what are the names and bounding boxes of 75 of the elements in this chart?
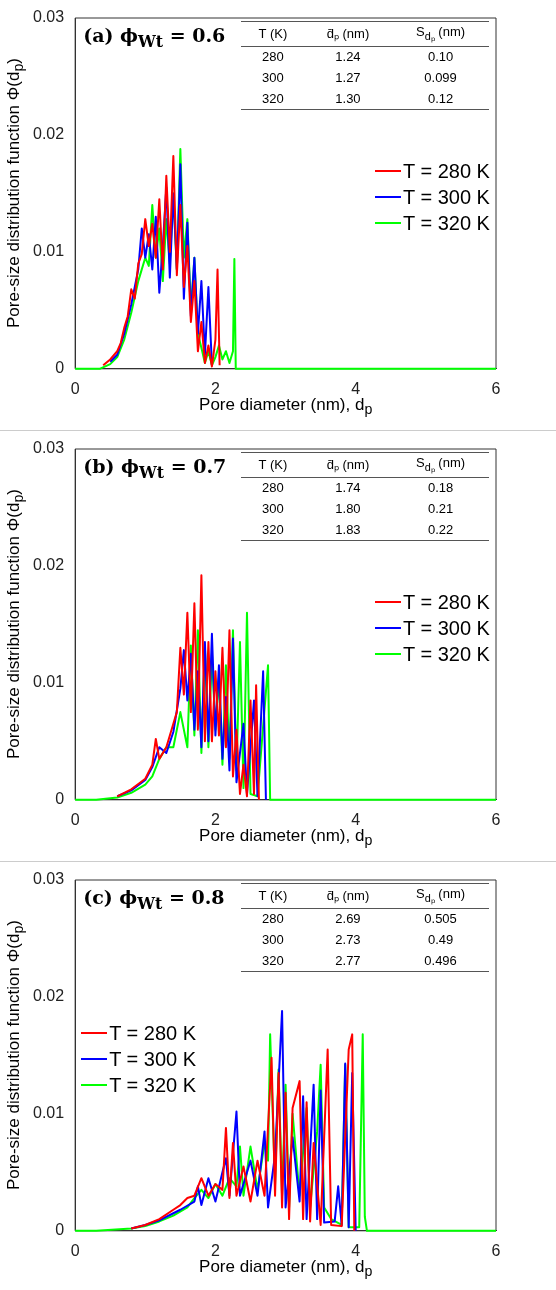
x-tick-label: 4 bbox=[351, 810, 361, 828]
annotation: d̄ₚ (nm) bbox=[325, 887, 371, 906]
text: (a) ϕ$_{Wt}$ = 0.6 bbox=[83, 24, 226, 51]
annotation: T (K) bbox=[257, 24, 289, 43]
y-tick-label: 0.02 bbox=[33, 125, 65, 143]
annotation: 0.099 bbox=[423, 68, 458, 87]
legend-label: T = 280 K bbox=[109, 1021, 197, 1045]
y-tick-label: 0 bbox=[55, 1221, 65, 1239]
y-tick-label: 0.01 bbox=[33, 673, 65, 691]
x-tick-label: 2 bbox=[210, 379, 220, 397]
legend-label: T = 320 K bbox=[403, 642, 490, 666]
x-tick-label: 4 bbox=[351, 1241, 361, 1259]
annotation: 300 bbox=[261, 499, 285, 518]
annotation: d̄ₚ (nm) bbox=[325, 25, 371, 44]
annotation: T (K) bbox=[257, 886, 289, 905]
annotation: 2.69 bbox=[334, 909, 362, 928]
y-tick-label: 0.02 bbox=[33, 556, 65, 574]
annotation: 300 bbox=[261, 930, 285, 949]
annotation: 0.12 bbox=[426, 89, 455, 108]
annotation: 1.83 bbox=[334, 520, 362, 539]
text: (c) ϕ$_{Wt}$ = 0.8 bbox=[83, 886, 225, 913]
annotation: 280 bbox=[261, 909, 285, 928]
annotation: 0.505 bbox=[423, 909, 458, 928]
x-tick-label: 2 bbox=[210, 1241, 220, 1259]
annotation: 280 bbox=[261, 47, 285, 66]
y-tick-label: 0.02 bbox=[33, 987, 65, 1005]
annotation: 0.18 bbox=[426, 478, 455, 497]
annotation: 2.77 bbox=[334, 951, 362, 970]
annotation: 320 bbox=[261, 520, 285, 539]
y-tick-label: 0 bbox=[55, 359, 65, 377]
annotation: S$_{dₚ}$ (nm) bbox=[415, 885, 467, 907]
legend-label: T = 280 K bbox=[403, 590, 490, 614]
text: (b) ϕ$_{Wt}$ = 0.7 bbox=[83, 455, 227, 482]
annotation: 1.27 bbox=[334, 68, 362, 87]
y-tick-label: 0.01 bbox=[33, 242, 65, 260]
annotation: 1.30 bbox=[334, 89, 362, 108]
x-tick-label: 0 bbox=[70, 810, 80, 828]
annotation: S$_{dₚ}$ (nm) bbox=[415, 23, 467, 45]
legend-label: T = 280 K bbox=[403, 159, 490, 183]
legend-label: T = 320 K bbox=[109, 1073, 197, 1097]
annotation: 1.24 bbox=[334, 47, 362, 66]
y-tick-label: 0.03 bbox=[33, 8, 65, 26]
x-tick-label: 6 bbox=[491, 379, 501, 397]
x-tick-label: 6 bbox=[491, 1241, 501, 1259]
x-axis-title: Pore diameter (nm), d$_{p}$ bbox=[199, 394, 373, 418]
y-tick-label: 0.03 bbox=[33, 870, 65, 888]
y-tick-label: 0.03 bbox=[33, 439, 65, 457]
annotation: 0.21 bbox=[426, 499, 455, 518]
legend-label: T = 320 K bbox=[403, 211, 490, 235]
x-tick-label: 4 bbox=[351, 379, 361, 397]
annotation: 320 bbox=[261, 89, 285, 108]
x-tick-label: 6 bbox=[491, 810, 501, 828]
annotation: 0.496 bbox=[423, 951, 458, 970]
legend-label: T = 300 K bbox=[109, 1047, 197, 1071]
annotation: 1.74 bbox=[334, 478, 362, 497]
x-tick-label: 0 bbox=[70, 379, 80, 397]
annotation: 300 bbox=[261, 68, 285, 87]
legend-label: T = 300 K bbox=[403, 616, 490, 640]
annotation: 2.73 bbox=[334, 930, 362, 949]
annotation: S$_{dₚ}$ (nm) bbox=[415, 454, 467, 476]
annotation: 0.49 bbox=[426, 930, 455, 949]
y-tick-label: 0 bbox=[55, 790, 65, 808]
annotation: 1.80 bbox=[334, 499, 362, 518]
annotation: 280 bbox=[261, 478, 285, 497]
x-axis-title: Pore diameter (nm), d$_{p}$ bbox=[199, 825, 373, 849]
x-tick-label: 0 bbox=[70, 1241, 80, 1259]
y-tick-label: 0.01 bbox=[33, 1104, 65, 1122]
annotation: d̄ₚ (nm) bbox=[325, 456, 371, 475]
annotation: 0.10 bbox=[426, 47, 455, 66]
annotation: T (K) bbox=[257, 455, 289, 474]
annotation: 0.22 bbox=[426, 520, 455, 539]
legend-label: T = 300 K bbox=[403, 185, 490, 209]
annotation: 320 bbox=[261, 951, 285, 970]
x-axis-title: Pore diameter (nm), d$_{p}$ bbox=[199, 1256, 373, 1280]
x-tick-label: 2 bbox=[210, 810, 220, 828]
